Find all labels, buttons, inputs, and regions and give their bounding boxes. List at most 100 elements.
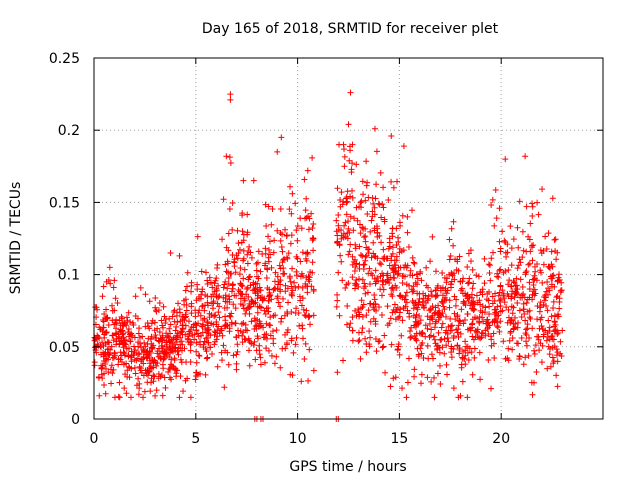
- data-point: [223, 244, 230, 251]
- data-point: [230, 352, 237, 359]
- data-point: [469, 371, 476, 378]
- data-point: [359, 304, 366, 311]
- data-point: [104, 339, 111, 346]
- data-point: [362, 238, 369, 245]
- data-point: [310, 312, 317, 319]
- data-point: [531, 263, 538, 270]
- data-point: [531, 350, 538, 357]
- data-point: [158, 348, 165, 355]
- data-point: [205, 339, 212, 346]
- data-point: [151, 373, 158, 380]
- data-point: [439, 270, 446, 277]
- x-tick-label: 0: [90, 431, 99, 447]
- data-point: [256, 318, 263, 325]
- data-point: [439, 344, 446, 351]
- data-point: [289, 265, 296, 272]
- data-point: [211, 280, 218, 287]
- data-point: [501, 295, 508, 302]
- data-point: [553, 256, 560, 263]
- data-point: [516, 198, 523, 205]
- data-point: [111, 394, 118, 401]
- data-point: [447, 315, 454, 322]
- data-point: [137, 284, 144, 291]
- data-point: [137, 340, 144, 347]
- data-point: [380, 343, 387, 350]
- data-point: [403, 394, 410, 401]
- data-point: [299, 325, 306, 332]
- data-point: [333, 303, 340, 310]
- data-point: [402, 296, 409, 303]
- data-point: [497, 296, 504, 303]
- data-point: [512, 282, 519, 289]
- data-point: [114, 300, 121, 307]
- data-point: [197, 370, 204, 377]
- data-point: [204, 293, 211, 300]
- data-point: [407, 272, 414, 279]
- data-point: [362, 290, 369, 297]
- data-point: [103, 278, 110, 285]
- data-point: [531, 347, 538, 354]
- axis-ticks: 0 5 10 15 20 0 0.05 0.1 0.15 0.2 0.25: [49, 51, 603, 447]
- data-point: [293, 305, 300, 312]
- data-point: [274, 293, 281, 300]
- data-point: [349, 327, 356, 334]
- data-point: [474, 315, 481, 322]
- data-point: [380, 272, 387, 279]
- data-point: [479, 286, 486, 293]
- data-point: [218, 349, 225, 356]
- data-point: [412, 318, 419, 325]
- data-point: [310, 367, 317, 374]
- data-point: [259, 296, 266, 303]
- data-point: [549, 263, 556, 270]
- data-point: [380, 286, 387, 293]
- data-point: [110, 284, 117, 291]
- data-point: [176, 252, 183, 259]
- data-point: [245, 293, 252, 300]
- data-point: [261, 359, 268, 366]
- data-point: [202, 269, 209, 276]
- data-point: [404, 379, 411, 386]
- data-point: [455, 333, 462, 340]
- data-point: [222, 292, 229, 299]
- data-point: [111, 321, 118, 328]
- data-point: [345, 251, 352, 258]
- data-point: [540, 261, 547, 268]
- data-point: [557, 338, 564, 345]
- data-point: [109, 317, 116, 324]
- data-point: [428, 351, 435, 358]
- data-point: [494, 323, 501, 330]
- data-point: [177, 373, 184, 380]
- data-point: [162, 319, 169, 326]
- data-point: [250, 177, 257, 184]
- data-point: [293, 227, 300, 234]
- data-point: [334, 291, 341, 298]
- data-point: [199, 323, 206, 330]
- data-point: [458, 361, 465, 368]
- data-point: [271, 278, 278, 285]
- data-point: [486, 322, 493, 329]
- data-point: [203, 355, 210, 362]
- data-point: [349, 160, 356, 167]
- data-point: [233, 360, 240, 367]
- data-point: [112, 325, 119, 332]
- data-point: [544, 307, 551, 314]
- data-point: [464, 291, 471, 298]
- data-point: [216, 303, 223, 310]
- data-point: [505, 345, 512, 352]
- data-point: [382, 369, 389, 376]
- data-point: [279, 248, 286, 255]
- data-point: [345, 225, 352, 232]
- data-point: [442, 313, 449, 320]
- data-point: [371, 306, 378, 313]
- data-point: [356, 276, 363, 283]
- data-point: [192, 376, 199, 383]
- data-point: [455, 326, 462, 333]
- data-point: [166, 315, 173, 322]
- data-point: [288, 232, 295, 239]
- data-point: [337, 197, 344, 204]
- data-point: [471, 301, 478, 308]
- data-point: [305, 226, 312, 233]
- data-point: [549, 272, 556, 279]
- data-point: [366, 281, 373, 288]
- data-point: [375, 200, 382, 207]
